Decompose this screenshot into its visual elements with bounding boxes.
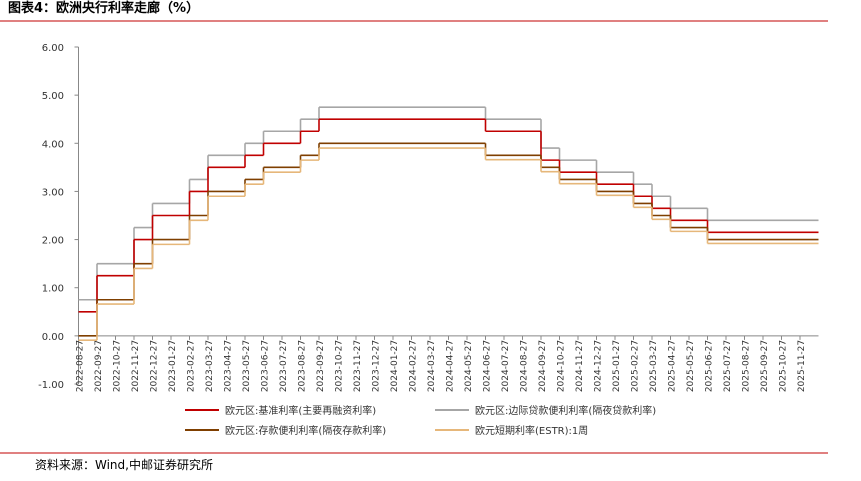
x-tick-label: 2023-02-27 [187, 340, 197, 392]
x-tick-label: 2025-07-27 [723, 340, 733, 392]
x-tick-label: 2023-08-27 [298, 340, 308, 392]
chart-title: 图表4：欧洲央行利率走廊（%） [8, 0, 199, 16]
x-tick-label: 2023-06-27 [261, 340, 271, 392]
x-tick-label: 2022-08-27 [76, 340, 86, 392]
x-tick-label: 2023-10-27 [335, 340, 345, 392]
x-tick-label: 2023-04-27 [224, 340, 234, 392]
y-tick-label: 4.00 [42, 139, 64, 150]
x-tick-label: 2025-02-27 [631, 340, 641, 392]
x-tick-label: 2025-05-27 [686, 340, 696, 392]
y-tick-label: -1.00 [38, 380, 64, 391]
legend-label: 欧元短期利率(ESTR):1周 [475, 424, 588, 437]
x-tick-label: 2023-07-27 [279, 340, 289, 392]
x-tick-label: 2024-05-27 [464, 340, 474, 392]
x-tick-label: 2023-09-27 [316, 340, 326, 392]
x-tick-label: 2023-03-27 [205, 340, 215, 392]
legend-label: 欧元区:存款便利利率(隔夜存款利率) [225, 424, 386, 437]
x-tick-label: 2022-11-27 [131, 340, 141, 392]
x-tick-label: 2025-11-27 [797, 340, 807, 392]
x-tick-label: 2025-04-27 [668, 340, 678, 392]
x-tick-label: 2024-04-27 [446, 340, 456, 392]
legend-label: 欧元区:边际贷款便利利率(隔夜贷款利率) [475, 404, 656, 417]
x-tick-label: 2025-09-27 [760, 340, 770, 392]
y-tick-label: 6.00 [42, 43, 64, 54]
x-tick-label: 2024-08-27 [520, 340, 530, 392]
x-tick-label: 2025-08-27 [742, 340, 752, 392]
x-tick-label: 2025-10-27 [779, 340, 789, 392]
x-tick-label: 2023-12-27 [372, 340, 382, 392]
x-tick-label: 2025-06-27 [705, 340, 715, 392]
x-tick-label: 2022-10-27 [113, 340, 123, 392]
x-tick-label: 2022-12-27 [150, 340, 160, 392]
x-tick-label: 2024-09-27 [538, 340, 548, 392]
x-tick-label: 2024-03-27 [427, 340, 437, 392]
x-tick-label: 2023-05-27 [242, 340, 252, 392]
x-tick-label: 2024-02-27 [409, 340, 419, 392]
x-tick-label: 2022-09-27 [94, 340, 104, 392]
x-tick-label: 2025-03-27 [649, 340, 659, 392]
x-tick-label: 2024-10-27 [557, 340, 567, 392]
x-tick-label: 2024-07-27 [501, 340, 511, 392]
y-tick-label: 0.00 [42, 332, 64, 343]
x-tick-label: 2024-12-27 [594, 340, 604, 392]
source: 资料来源：Wind,中邮证券研究所 [35, 457, 213, 472]
y-tick-label: 2.00 [42, 236, 64, 247]
legend-label: 欧元区:基准利率(主要再融资利率) [225, 404, 376, 417]
x-tick-label: 2024-06-27 [483, 340, 493, 392]
y-tick-label: 3.00 [42, 187, 64, 198]
x-tick-label: 2024-11-27 [575, 340, 585, 392]
x-tick-label: 2025-01-27 [612, 340, 622, 392]
x-tick-label: 2023-11-27 [353, 340, 363, 392]
y-tick-label: 1.00 [42, 284, 64, 295]
y-tick-label: 5.00 [42, 91, 64, 102]
x-tick-label: 2023-01-27 [168, 340, 178, 392]
x-tick-label: 2024-01-27 [390, 340, 400, 392]
